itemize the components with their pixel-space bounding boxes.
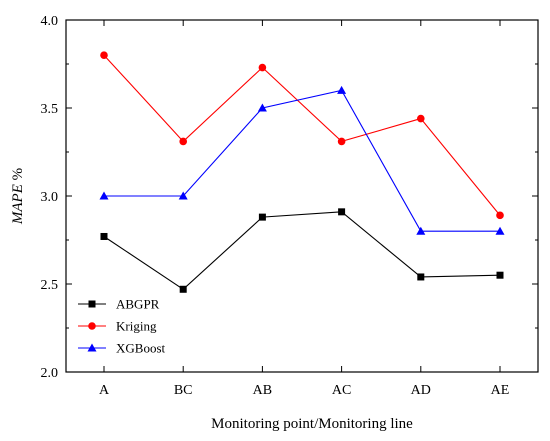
data-point-xgboost <box>416 226 426 235</box>
data-point-abgpr <box>100 232 108 240</box>
y-tick-label: 2.5 <box>41 278 59 293</box>
legend-marker <box>88 300 96 308</box>
y-tick-label: 4.0 <box>41 14 59 29</box>
data-point-abgpr <box>417 273 425 281</box>
legend-label: ABGPR <box>116 297 160 312</box>
series-abgpr <box>100 208 504 293</box>
data-point-xgboost <box>495 226 505 235</box>
x-tick-label: BC <box>174 383 193 398</box>
data-point-xgboost <box>257 103 267 112</box>
x-tick-label: AD <box>411 383 431 398</box>
ticks: 2.0 2.5 3.0 3.5 4.0 A BC AB AC AD AE <box>41 14 538 398</box>
data-point-xgboost <box>337 85 347 94</box>
data-point-kriging <box>337 137 346 146</box>
legend: ABGPR Kriging XGBoost <box>78 297 166 356</box>
data-point-abgpr <box>338 208 346 216</box>
series-line-xgboost <box>104 89 500 232</box>
series-layer <box>99 51 505 293</box>
data-point-kriging <box>417 114 425 123</box>
data-point-kriging <box>496 211 504 220</box>
data-point-abgpr <box>179 285 187 293</box>
y-axis-title-rest: % <box>10 168 26 184</box>
series-line-kriging <box>103 54 501 216</box>
x-tick-label: AC <box>332 383 351 398</box>
series-xgboost <box>99 85 505 235</box>
x-tick-label: A <box>99 383 110 398</box>
x-axis-title: Monitoring point/Monitoring line <box>211 416 413 432</box>
data-point-xgboost <box>99 191 109 200</box>
y-tick-label: 3.5 <box>41 102 59 117</box>
legend-marker <box>87 343 97 352</box>
series-line-abgpr <box>103 211 501 290</box>
x-tick-label: AB <box>253 383 272 398</box>
legend-item-xgboost: XGBoost <box>78 341 166 356</box>
data-point-kriging <box>100 51 108 59</box>
y-axis-title-italic: MAPE <box>10 184 26 225</box>
y-axis-title: MAPE % <box>10 168 26 225</box>
y-tick-label: 2.0 <box>41 366 59 381</box>
x-tick-label: AE <box>491 383 510 398</box>
data-point-xgboost <box>178 191 188 200</box>
legend-label: Kriging <box>116 319 157 334</box>
legend-marker <box>88 322 96 330</box>
legend-label: XGBoost <box>116 341 166 356</box>
series-kriging <box>100 51 504 220</box>
data-point-kriging <box>258 63 267 72</box>
data-point-abgpr <box>496 271 504 279</box>
y-tick-label: 3.0 <box>41 190 59 205</box>
data-point-abgpr <box>258 213 266 221</box>
legend-item-kriging: Kriging <box>78 319 157 334</box>
legend-item-abgpr: ABGPR <box>78 297 160 312</box>
data-point-kriging <box>179 137 187 146</box>
